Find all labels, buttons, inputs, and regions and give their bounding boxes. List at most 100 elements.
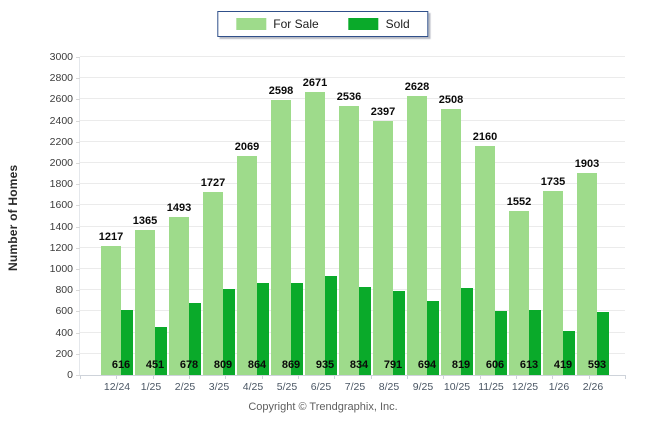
sold-bar — [325, 275, 337, 375]
y-axis-tick-label: 2800 — [49, 72, 73, 85]
copyright-text: Copyright © Trendgraphix, Inc. — [248, 401, 398, 413]
y-axis-tick — [76, 141, 80, 143]
x-axis-label: 1/26 — [548, 381, 570, 393]
x-axis-tick — [588, 375, 590, 379]
sold-value-label: 864 — [247, 359, 267, 371]
sold-bar — [291, 282, 303, 375]
sold-value-label: 694 — [417, 359, 437, 371]
legend-label-sold: Sold — [385, 17, 410, 31]
for-sale-bar — [577, 173, 597, 375]
sold-bar — [393, 291, 405, 375]
y-axis-line — [79, 57, 80, 375]
y-axis-tick-label: 800 — [55, 284, 73, 297]
x-axis-tick — [80, 375, 81, 379]
for-sale-bar — [441, 109, 461, 375]
y-axis-tick — [76, 353, 80, 355]
legend-label-for-sale: For Sale — [273, 17, 319, 31]
sold-bar — [461, 288, 473, 375]
sold-bar — [155, 327, 167, 375]
x-axis-label: 7/25 — [344, 381, 366, 393]
x-axis-label: 1/25 — [140, 381, 162, 393]
legend: For Sale Sold — [217, 11, 429, 37]
x-axis-label: 10/25 — [443, 381, 471, 393]
sold-value-label: 593 — [587, 359, 607, 371]
for-sale-value-label: 2508 — [438, 94, 464, 107]
x-axis-tick — [152, 375, 154, 379]
sold-value-label: 613 — [519, 359, 539, 371]
sold-bar — [495, 310, 507, 375]
y-axis-tick-label: 400 — [55, 326, 73, 339]
sold-bar — [427, 301, 439, 375]
y-axis-tick — [76, 184, 80, 186]
plot-area: 1217 616 1365 451 1493 678 1727 809 2069 864 2598 8… — [79, 56, 625, 376]
for-sale-value-label: 1365 — [132, 215, 158, 228]
sold-bar — [597, 312, 609, 375]
y-axis-tick-label: 1800 — [49, 178, 73, 191]
y-axis-tick-label: 1200 — [49, 241, 73, 254]
x-axis-tick — [261, 375, 263, 379]
for-sale-bar — [203, 191, 223, 375]
for-sale-bar — [339, 106, 359, 375]
gridline — [80, 56, 625, 57]
for-sale-value-label: 2671 — [302, 76, 328, 89]
sold-value-label: 791 — [383, 359, 403, 371]
sold-value-label: 834 — [349, 359, 369, 371]
sold-bar — [121, 309, 133, 375]
for-sale-bar — [373, 120, 393, 375]
x-axis-tick — [443, 375, 445, 379]
y-axis-tick-label: 0 — [67, 369, 73, 381]
y-axis-tick-label: 1400 — [49, 220, 73, 233]
x-axis-tick — [407, 375, 408, 379]
x-axis-line — [80, 375, 625, 376]
x-axis-label: 8/25 — [378, 381, 400, 393]
for-sale-bar — [271, 99, 291, 375]
for-sale-bar — [237, 155, 257, 375]
y-axis-tick — [76, 163, 80, 164]
legend-item-sold: Sold — [348, 17, 410, 31]
sold-bar — [359, 286, 371, 375]
x-axis-label: 3/25 — [208, 381, 230, 393]
y-axis-tick — [76, 247, 80, 249]
y-axis-tick-label: 3000 — [49, 51, 73, 63]
sold-value-label: 606 — [485, 359, 505, 371]
sold-bar — [189, 303, 201, 375]
x-axis-label: 2/26 — [582, 381, 604, 393]
sold-value-label: 935 — [315, 359, 335, 371]
y-axis-tick-label: 2000 — [49, 157, 73, 169]
legend-swatch-sold — [348, 18, 379, 30]
y-axis-tick — [76, 57, 80, 58]
x-axis-tick — [225, 375, 227, 379]
y-axis-tick-label: 2600 — [49, 93, 73, 106]
sold-value-label: 678 — [179, 359, 199, 371]
for-sale-value-label: 2598 — [268, 84, 294, 97]
x-axis-label: 2/25 — [174, 381, 196, 393]
sold-value-label: 809 — [213, 359, 233, 371]
y-axis-tick — [76, 78, 80, 80]
sold-value-label: 616 — [111, 359, 131, 371]
for-sale-value-label: 2397 — [370, 105, 396, 118]
x-axis-label: 9/25 — [412, 381, 434, 393]
y-axis-tick — [76, 99, 80, 101]
y-axis-tick — [76, 120, 80, 122]
for-sale-bar — [509, 210, 529, 375]
sold-value-label: 869 — [281, 359, 301, 371]
y-axis-tick-label: 2400 — [49, 114, 73, 127]
x-axis-label: 12/24 — [103, 381, 131, 393]
for-sale-value-label: 1727 — [200, 176, 226, 189]
x-axis-label: 5/25 — [276, 381, 298, 393]
for-sale-bar — [475, 146, 495, 375]
for-sale-value-label: 2628 — [404, 81, 430, 94]
y-axis-tick-label: 1000 — [49, 263, 73, 275]
for-sale-bar — [169, 216, 189, 375]
for-sale-value-label: 1552 — [506, 195, 532, 208]
y-axis-tick — [76, 269, 80, 270]
sold-value-label: 419 — [553, 359, 573, 371]
x-axis-label: 4/25 — [242, 381, 264, 393]
for-sale-value-label: 1217 — [98, 231, 124, 243]
for-sale-value-label: 2536 — [336, 91, 362, 104]
x-axis-label: 12/25 — [511, 381, 539, 393]
sold-bar — [563, 330, 575, 375]
x-axis-label: 11/25 — [478, 381, 504, 393]
for-sale-bar — [305, 91, 325, 375]
